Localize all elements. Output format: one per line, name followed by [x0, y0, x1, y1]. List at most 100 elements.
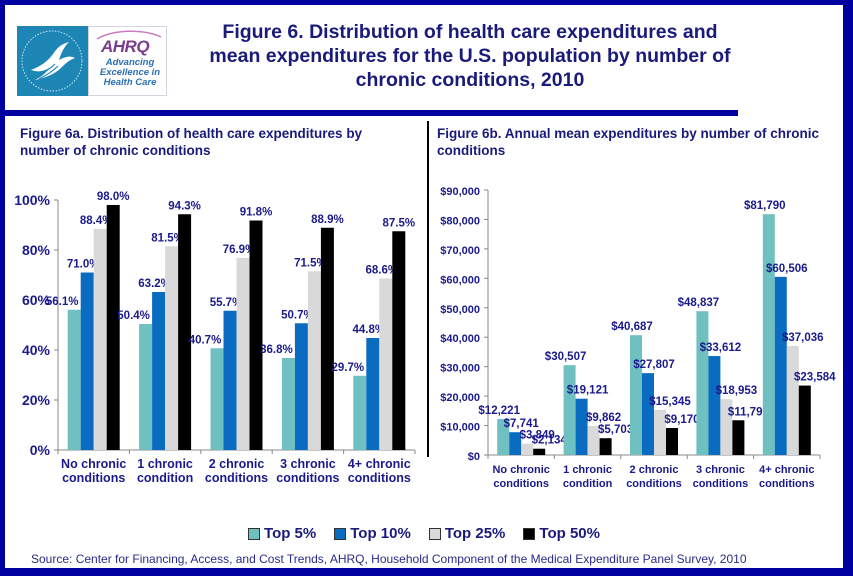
bar-top50	[249, 220, 263, 450]
ahrq-logo: AHRQ Advancing Excellence in Health Care	[17, 26, 167, 96]
data-label: 40.7%	[189, 334, 222, 346]
bar-top25	[521, 443, 534, 455]
legend-item-top10: Top 10%	[334, 525, 411, 542]
legend-item-top50: Top 50%	[523, 525, 600, 542]
data-label: $7,741	[504, 418, 540, 430]
data-label: $33,612	[700, 342, 742, 354]
legend-item-top5: Top 5%	[248, 525, 316, 542]
bar-top5	[563, 365, 576, 455]
bar-top5	[281, 358, 295, 450]
data-label: 91.8%	[240, 207, 273, 219]
bar-top5	[497, 419, 510, 455]
bar-top25	[307, 271, 321, 450]
title-divider	[5, 110, 738, 116]
chart-title-line: Figure 6b. Annual mean expenditures by n…	[437, 126, 820, 141]
data-label: 98.0%	[97, 191, 130, 203]
data-label: $2,134	[532, 435, 568, 447]
bar-top10	[708, 356, 721, 455]
bar-top25	[654, 409, 666, 455]
y-tick-label: $40,000	[440, 333, 480, 345]
bar-top50	[178, 214, 192, 450]
legend-swatch-top25	[428, 527, 441, 540]
y-tick-label: $70,000	[440, 245, 480, 257]
chart-title-line: number of chronic conditions	[20, 143, 211, 158]
x-tick-label: 2 chronic	[630, 464, 679, 476]
data-label: $40,687	[611, 321, 653, 333]
data-label: 87.5%	[382, 217, 415, 229]
y-tick-label: $0	[468, 451, 480, 463]
ahrq-tagline: Advancing Excellence in Health Care	[95, 58, 165, 88]
data-label: 36.8%	[260, 344, 293, 356]
bar-top10	[509, 432, 522, 455]
y-tick-label: $60,000	[440, 274, 480, 286]
x-tick-label: 3 chronic	[280, 457, 336, 471]
y-tick-label: 80%	[22, 242, 51, 258]
data-label: $30,507	[545, 351, 587, 363]
bar-top5	[762, 214, 775, 455]
bar-top50	[106, 205, 120, 450]
x-tick-label: conditions	[493, 478, 549, 490]
x-tick-label: conditions	[626, 478, 682, 490]
x-tick-label: conditions	[348, 471, 411, 485]
legend-label: Top 50%	[539, 525, 600, 542]
bar-top25	[720, 399, 733, 455]
tagline-line: Excellence in	[99, 67, 161, 78]
bar-top10	[223, 310, 237, 450]
data-label: 88.9%	[311, 214, 344, 226]
hhs-eagle-icon	[17, 26, 88, 96]
data-label: $9,862	[586, 412, 621, 424]
figure-frame: AHRQ Advancing Excellence in Health Care…	[5, 5, 843, 568]
data-label: 29.7%	[331, 362, 364, 374]
bar-top25	[786, 345, 799, 455]
bar-top10	[80, 272, 94, 450]
bar-top5	[139, 324, 153, 450]
data-label: $12,221	[478, 405, 520, 417]
data-label: 71.5%	[294, 257, 327, 269]
data-label: $5,703	[598, 424, 633, 436]
data-label: $81,790	[744, 200, 786, 212]
data-label: 68.6%	[365, 265, 398, 277]
data-label: 50.4%	[117, 310, 150, 322]
tagline-line: Health Care	[103, 77, 157, 88]
data-label: $15,345	[649, 396, 691, 408]
bar-top25	[587, 425, 600, 455]
y-tick-label: $50,000	[440, 304, 480, 316]
bar-top10	[642, 373, 654, 455]
bar-top50	[320, 227, 334, 450]
bar-top50	[392, 231, 406, 450]
x-tick-label: 4+ chronic	[348, 457, 411, 471]
legend-label: Top 5%	[264, 525, 317, 542]
data-label: $48,837	[678, 297, 720, 309]
x-tick-label: No chronic	[61, 457, 126, 471]
source-note: Source: Center for Financing, Access, an…	[31, 552, 747, 566]
title-line: mean expenditures for the U.S. populatio…	[209, 45, 731, 67]
legend-swatch-top10	[334, 527, 347, 540]
bar-top25	[165, 246, 179, 450]
x-tick-label: condition	[563, 478, 613, 490]
y-tick-label: $80,000	[440, 215, 480, 227]
bar-top25	[93, 229, 107, 450]
data-label: $37,036	[782, 332, 824, 344]
legend: Top 5% Top 10% Top 25% Top 50%	[5, 525, 843, 542]
y-tick-label: 60%	[22, 292, 51, 308]
y-tick-label: 40%	[22, 342, 51, 358]
data-label: 44.8%	[352, 324, 385, 336]
chart-6a: 0%20%40%60%80%100%No chronicconditions56…	[14, 191, 416, 485]
data-label: $23,584	[794, 372, 836, 384]
data-label: 63.2%	[138, 278, 171, 290]
chart-title-line: Figure 6a. Distribution of health care e…	[20, 126, 363, 141]
y-tick-label: 20%	[22, 392, 51, 408]
x-tick-label: conditions	[759, 478, 815, 490]
bar-top5	[210, 348, 224, 450]
legend-label: Top 10%	[350, 525, 411, 542]
data-label: $19,121	[567, 385, 609, 397]
bar-top5	[696, 311, 709, 455]
data-label: $3,849	[520, 430, 555, 442]
data-label: 71.0%	[67, 259, 100, 271]
bar-top25	[379, 278, 393, 450]
x-tick-label: conditions	[62, 471, 125, 485]
bar-top10	[366, 338, 380, 450]
y-tick-label: $30,000	[440, 363, 480, 375]
ahrq-word: AHRQ	[101, 37, 150, 56]
bar-top10	[575, 398, 588, 455]
